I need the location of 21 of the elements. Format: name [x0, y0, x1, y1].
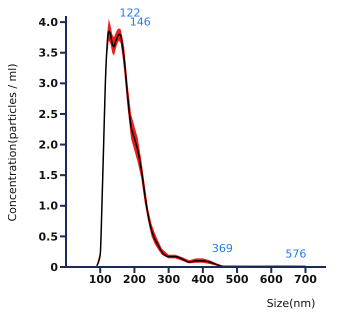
y-tick-label: 0.5 — [38, 230, 58, 244]
y-tick-label: 4.0 — [38, 16, 58, 30]
x-tick-label: 700 — [294, 272, 318, 286]
x-axis-title: Size(nm) — [266, 296, 316, 310]
y-tick-label: 1.5 — [38, 169, 58, 182]
y-tick-label: 3.0 — [38, 77, 58, 90]
y-tick-label: 0 — [50, 260, 58, 274]
x-tick-label: 300 — [157, 272, 180, 286]
annotation: 576 — [285, 247, 306, 260]
x-tick-label: 100 — [88, 272, 112, 286]
y-tick-label: 3.5 — [38, 46, 58, 60]
x-tick-label: 200 — [122, 272, 146, 286]
annotation: 146 — [130, 15, 151, 28]
x-tick-label: 500 — [226, 272, 249, 286]
y-tick-label: 1.0 — [38, 200, 58, 213]
y-tick-label: 2.0 — [38, 138, 58, 152]
x-tick-label: 400 — [191, 272, 215, 286]
annotation: 369 — [212, 242, 233, 255]
x-tick-label: 600 — [260, 272, 284, 286]
y-axis-title: Concentration(particles / ml) — [6, 63, 19, 222]
y-tick-label: 2.5 — [38, 108, 58, 121]
